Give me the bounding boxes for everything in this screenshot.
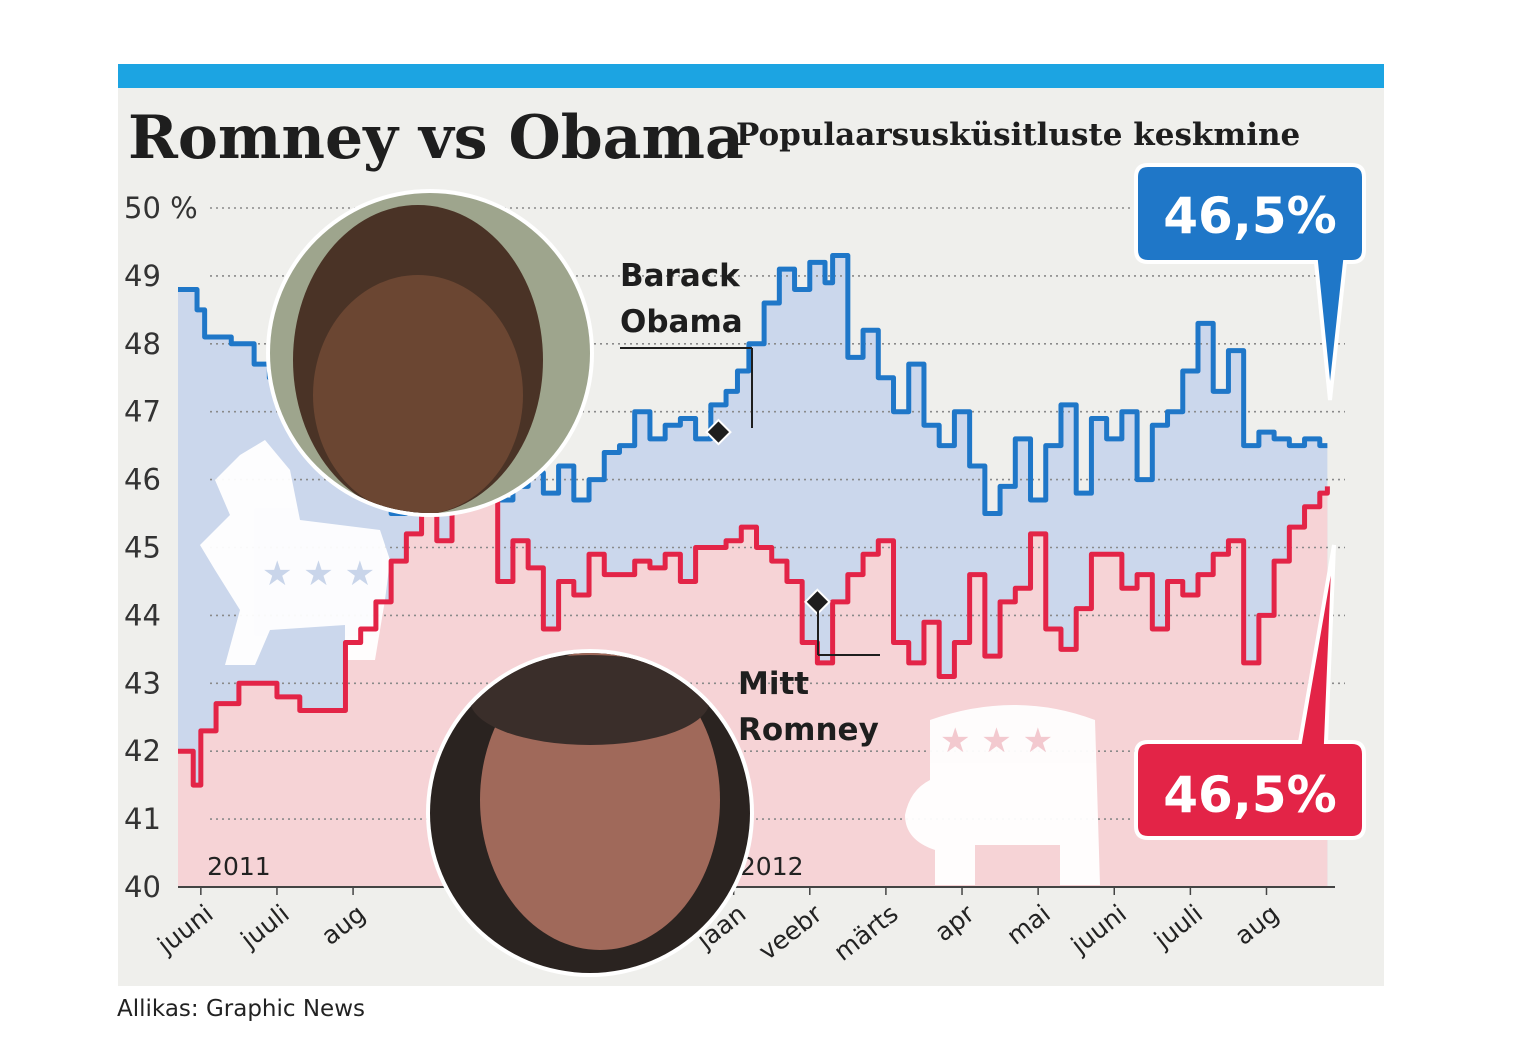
y-tick-label: 45	[124, 531, 161, 565]
romney-label-last: Romney	[738, 712, 879, 748]
y-tick-label: 41	[124, 802, 161, 836]
obama-value-callout: 46,5%	[1134, 163, 1366, 401]
romney-photo	[426, 649, 754, 977]
obama-label-first: Barack	[620, 258, 741, 294]
y-tick-label: 43	[124, 666, 161, 700]
obama-value-label: 46,5%	[1163, 187, 1336, 245]
source-credit: Allikas: Graphic News	[117, 996, 365, 1022]
obama-photo	[266, 189, 594, 517]
y-tick-label: 42	[124, 734, 161, 768]
romney-value-label: 46,5%	[1163, 766, 1336, 824]
top-accent-bar	[118, 64, 1384, 88]
annotation-marker	[705, 418, 732, 446]
donkey-emblem-icon: ★ ★ ★	[200, 440, 390, 665]
elephant-emblem-icon: ★ ★ ★	[905, 705, 1100, 885]
y-tick-label: 44	[124, 598, 161, 632]
year-label: 2011	[207, 852, 271, 881]
y-tick-label: 46	[124, 463, 161, 497]
y-tick-label: 48	[124, 327, 161, 361]
romney-label-first: Mitt	[738, 666, 809, 702]
series-line-romney	[178, 470, 1330, 788]
romney-value-callout: 46,5%	[1134, 544, 1366, 840]
svg-text:★ ★ ★: ★ ★ ★	[262, 554, 375, 594]
y-tick-label: 40	[124, 870, 161, 904]
year-label: 2012	[740, 852, 804, 881]
chart-subtitle: Populaarsusküsitluste keskmine	[736, 117, 1300, 153]
y-tick-label: 49	[124, 259, 161, 293]
chart-title: Romney vs Obama	[128, 103, 744, 173]
obama-label-last: Obama	[620, 304, 743, 340]
svg-text:★ ★ ★: ★ ★ ★	[940, 721, 1053, 761]
y-tick-label: 50 %	[124, 191, 198, 225]
y-tick-label: 47	[124, 395, 161, 429]
